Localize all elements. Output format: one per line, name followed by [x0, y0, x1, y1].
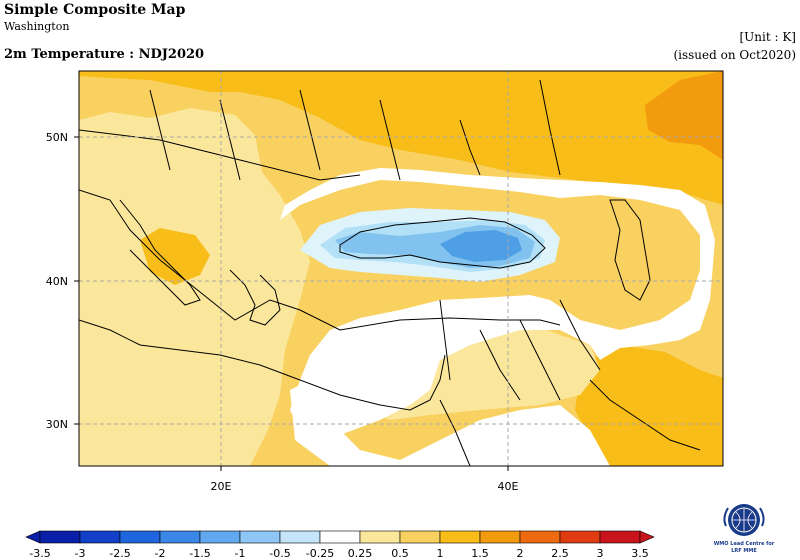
- variable-label: 2m Temperature : NDJ2020: [4, 47, 205, 62]
- region-neutral-turkey: [280, 168, 715, 435]
- map-subtitle: Washington: [4, 20, 70, 33]
- coast-caspian: [609, 199, 651, 301]
- coast-red-sea: [439, 399, 471, 466]
- colorbar-label: 2.5: [551, 547, 569, 560]
- colorbar-bin: [359, 530, 401, 544]
- gridlines: [79, 71, 723, 466]
- region-neutral-south: [290, 370, 610, 466]
- colorbar-label: 2: [517, 547, 524, 560]
- colorbar-bin: [479, 530, 521, 544]
- colorbar-label: 1.5: [471, 547, 489, 560]
- coast-black-sea: [339, 217, 546, 269]
- colorbar-label: 0.25: [348, 547, 373, 560]
- coast-greece: [229, 269, 281, 326]
- border-lines-europe: [79, 79, 561, 181]
- colorbar-label: 0.5: [391, 547, 409, 560]
- colorbar-label: -3: [75, 547, 86, 560]
- wmo-emblem-icon: [723, 504, 765, 536]
- ticks: [74, 136, 509, 471]
- colorbar-label: -0.25: [306, 547, 334, 560]
- coast-gulf: [589, 379, 701, 451]
- lat-label-50n: 50N: [46, 131, 68, 144]
- coast-med-north: [79, 189, 561, 331]
- colorbar-label: 3: [597, 547, 604, 560]
- border-lines-mideast: [439, 299, 601, 401]
- lat-label-40n: 40N: [46, 275, 68, 288]
- lat-label-30n: 30N: [46, 418, 68, 431]
- colorbar-bin: [239, 530, 281, 544]
- region-anom-1-15-balkans: [140, 228, 210, 285]
- wmo-logo: WMO Lead Centre for LRF MME: [714, 504, 775, 554]
- colorbar-label: 3.5: [631, 547, 649, 560]
- coast-med-south: [79, 319, 446, 411]
- colorbar-bin: [399, 530, 441, 544]
- colorbar-bin: [599, 530, 641, 544]
- anomaly-field: [79, 71, 723, 466]
- map-frame: [78, 70, 724, 467]
- colorbar-bin: [39, 530, 81, 544]
- coast-italy: [119, 199, 201, 306]
- region-anom-15-2-ne: [645, 71, 723, 160]
- colorbar-label: -1.5: [189, 547, 210, 560]
- colorbar-label: -2.5: [109, 547, 130, 560]
- colorbar-bin: [119, 530, 161, 544]
- map-title: Simple Composite Map: [4, 2, 186, 18]
- colorbar-bin: [439, 530, 481, 544]
- colorbar-bins: [25, 530, 655, 544]
- lon-label-40e: 40E: [498, 480, 519, 493]
- unit-label: [Unit : K]: [739, 30, 796, 44]
- colorbar-label: -2: [155, 547, 166, 560]
- colorbar-label: -1: [235, 547, 246, 560]
- coastlines: [79, 79, 701, 466]
- logo-text-line1: WMO Lead Centre for: [714, 541, 775, 547]
- anomaly-map: 50N 40N 30N 20E 40E: [46, 70, 724, 493]
- colorbar-bin: [319, 530, 361, 544]
- region-anom-1-15-north: [79, 71, 723, 205]
- colorbar-bin: [199, 530, 241, 544]
- colorbar-bin: [79, 530, 121, 544]
- logo-text-line2: LRF MME: [731, 548, 757, 554]
- colorbar-label: 1: [437, 547, 444, 560]
- colorbar-label: -3.5: [29, 547, 50, 560]
- colorbar-label: -0.5: [269, 547, 290, 560]
- colorbar-labels: -3.5 -3 -2.5 -2 -1.5 -1 -0.5 -0.25 0.25 0.5 1 1.5 2 2…: [29, 547, 648, 560]
- colorbar: -3.5 -3 -2.5 -2 -1.5 -1 -0.5 -0.25 0.25 0.5 1 1.5 2 2…: [25, 530, 655, 560]
- colorbar-bin: [159, 530, 201, 544]
- lon-label-20e: 20E: [211, 480, 232, 493]
- region-anom-1-15-se: [575, 345, 723, 466]
- colorbar-arrow-low: [25, 530, 41, 544]
- colorbar-arrow-high: [639, 530, 655, 544]
- colorbar-bin: [519, 530, 561, 544]
- region-anom-m15-m2: [440, 230, 522, 262]
- issued-label: (issued on Oct2020): [673, 48, 796, 62]
- colorbar-bin: [559, 530, 601, 544]
- colorbar-bin: [279, 530, 321, 544]
